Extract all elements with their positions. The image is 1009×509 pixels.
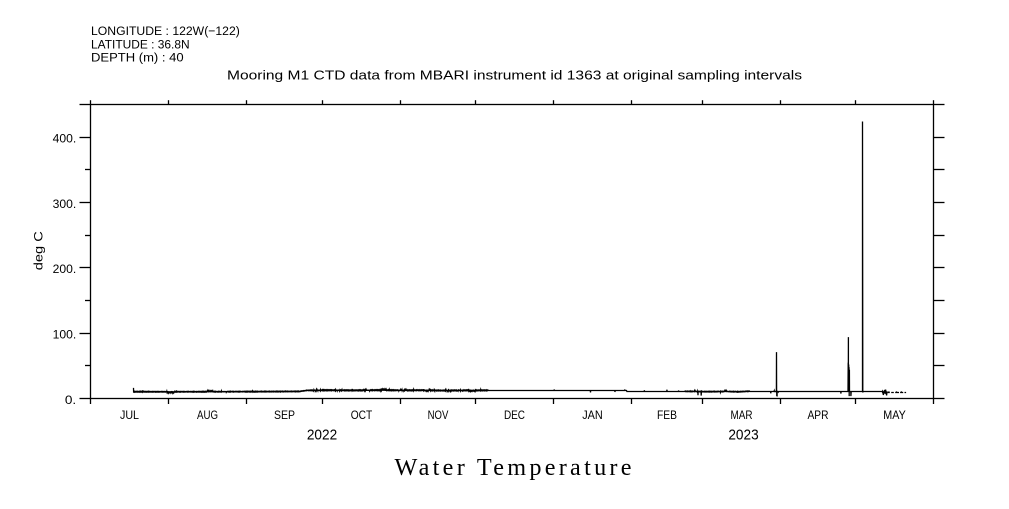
svg-text:Mooring M1 CTD data from MBARI: Mooring M1 CTD data from MBARI instrumen…	[227, 68, 802, 83]
svg-text:2023: 2023	[728, 427, 758, 443]
svg-text:300.: 300.	[53, 197, 77, 211]
svg-text:MAY: MAY	[883, 408, 906, 422]
svg-text:JAN: JAN	[582, 408, 603, 422]
svg-text:NOV: NOV	[428, 408, 449, 422]
svg-text:DEPTH (m) : 40: DEPTH (m) : 40	[91, 51, 184, 65]
svg-text:0.: 0.	[65, 393, 76, 407]
svg-text:deg C: deg C	[32, 231, 46, 270]
svg-text:APR: APR	[808, 408, 829, 422]
svg-text:FEB: FEB	[657, 408, 677, 422]
svg-text:OCT: OCT	[351, 408, 373, 422]
svg-text:100.: 100.	[53, 327, 77, 341]
svg-text:LONGITUDE : 122W(−122): LONGITUDE : 122W(−122)	[91, 24, 240, 38]
svg-text:JUL: JUL	[120, 408, 139, 422]
svg-text:MAR: MAR	[731, 408, 753, 422]
svg-text:2022: 2022	[307, 427, 337, 443]
svg-text:400.: 400.	[53, 131, 77, 145]
svg-text:DEC: DEC	[504, 408, 525, 422]
svg-text:LATITUDE : 36.8N: LATITUDE : 36.8N	[91, 37, 190, 51]
svg-text:200.: 200.	[53, 262, 77, 276]
svg-text:AUG: AUG	[197, 408, 218, 422]
svg-text:SEP: SEP	[274, 408, 295, 422]
